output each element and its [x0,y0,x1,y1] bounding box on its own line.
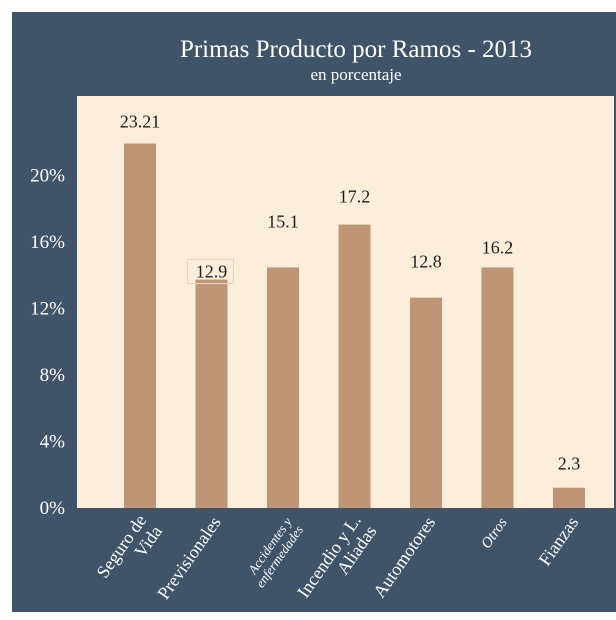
x-category-line: Automotores [369,513,439,601]
bar [553,487,585,508]
data-label: 16.2 [482,237,514,257]
bar-chart: Primas Producto por Ramos - 2013 en porc… [30,36,614,612]
x-category-line: Previsionales [153,513,224,603]
x-category-line: Otros [478,515,510,552]
bar [410,297,442,508]
x-category-label: Fianzas [534,513,582,570]
x-category-label: Seguro deVida [92,511,166,593]
y-tick-label: 0% [40,498,66,519]
bar [481,267,514,508]
data-label: 2.3 [558,454,581,474]
bars [124,143,585,509]
x-category-line: Fianzas [534,513,582,570]
bar [124,143,156,508]
data-label: 12.9 [196,262,228,282]
bar [267,267,299,508]
chart-subtitle: en porcentaje [310,65,401,84]
y-tick-label: 8% [40,365,66,386]
chart-title: Primas Producto por Ramos - 2013 [180,36,532,63]
bar [338,224,371,509]
data-label: 17.2 [339,187,371,207]
y-tick-label: 4% [40,432,66,453]
data-labels: 23.21 12.9 15.1 17.2 12.8 16.2 2.3 [120,112,581,474]
data-label-box [187,259,234,285]
x-category-label: Automotores [369,513,439,601]
bar [195,279,228,508]
x-category-label: Accidentes yenfermedades [241,514,306,590]
chart-frame: Primas Producto por Ramos - 2013 en porc… [12,12,616,612]
x-category-label: Incendio y L.Aliadas [293,511,380,612]
data-label: 12.8 [410,252,442,272]
x-category-label: Otros [478,515,510,552]
data-label: 23.21 [120,112,161,132]
x-category-label: Previsionales [153,513,224,603]
y-tick-label: 20% [30,166,65,187]
y-axis-ticks: 0% 4% 8% 12% 16% 20% [30,166,65,519]
y-tick-label: 12% [30,299,65,320]
data-label: 15.1 [267,211,299,231]
y-tick-label: 16% [30,232,65,253]
